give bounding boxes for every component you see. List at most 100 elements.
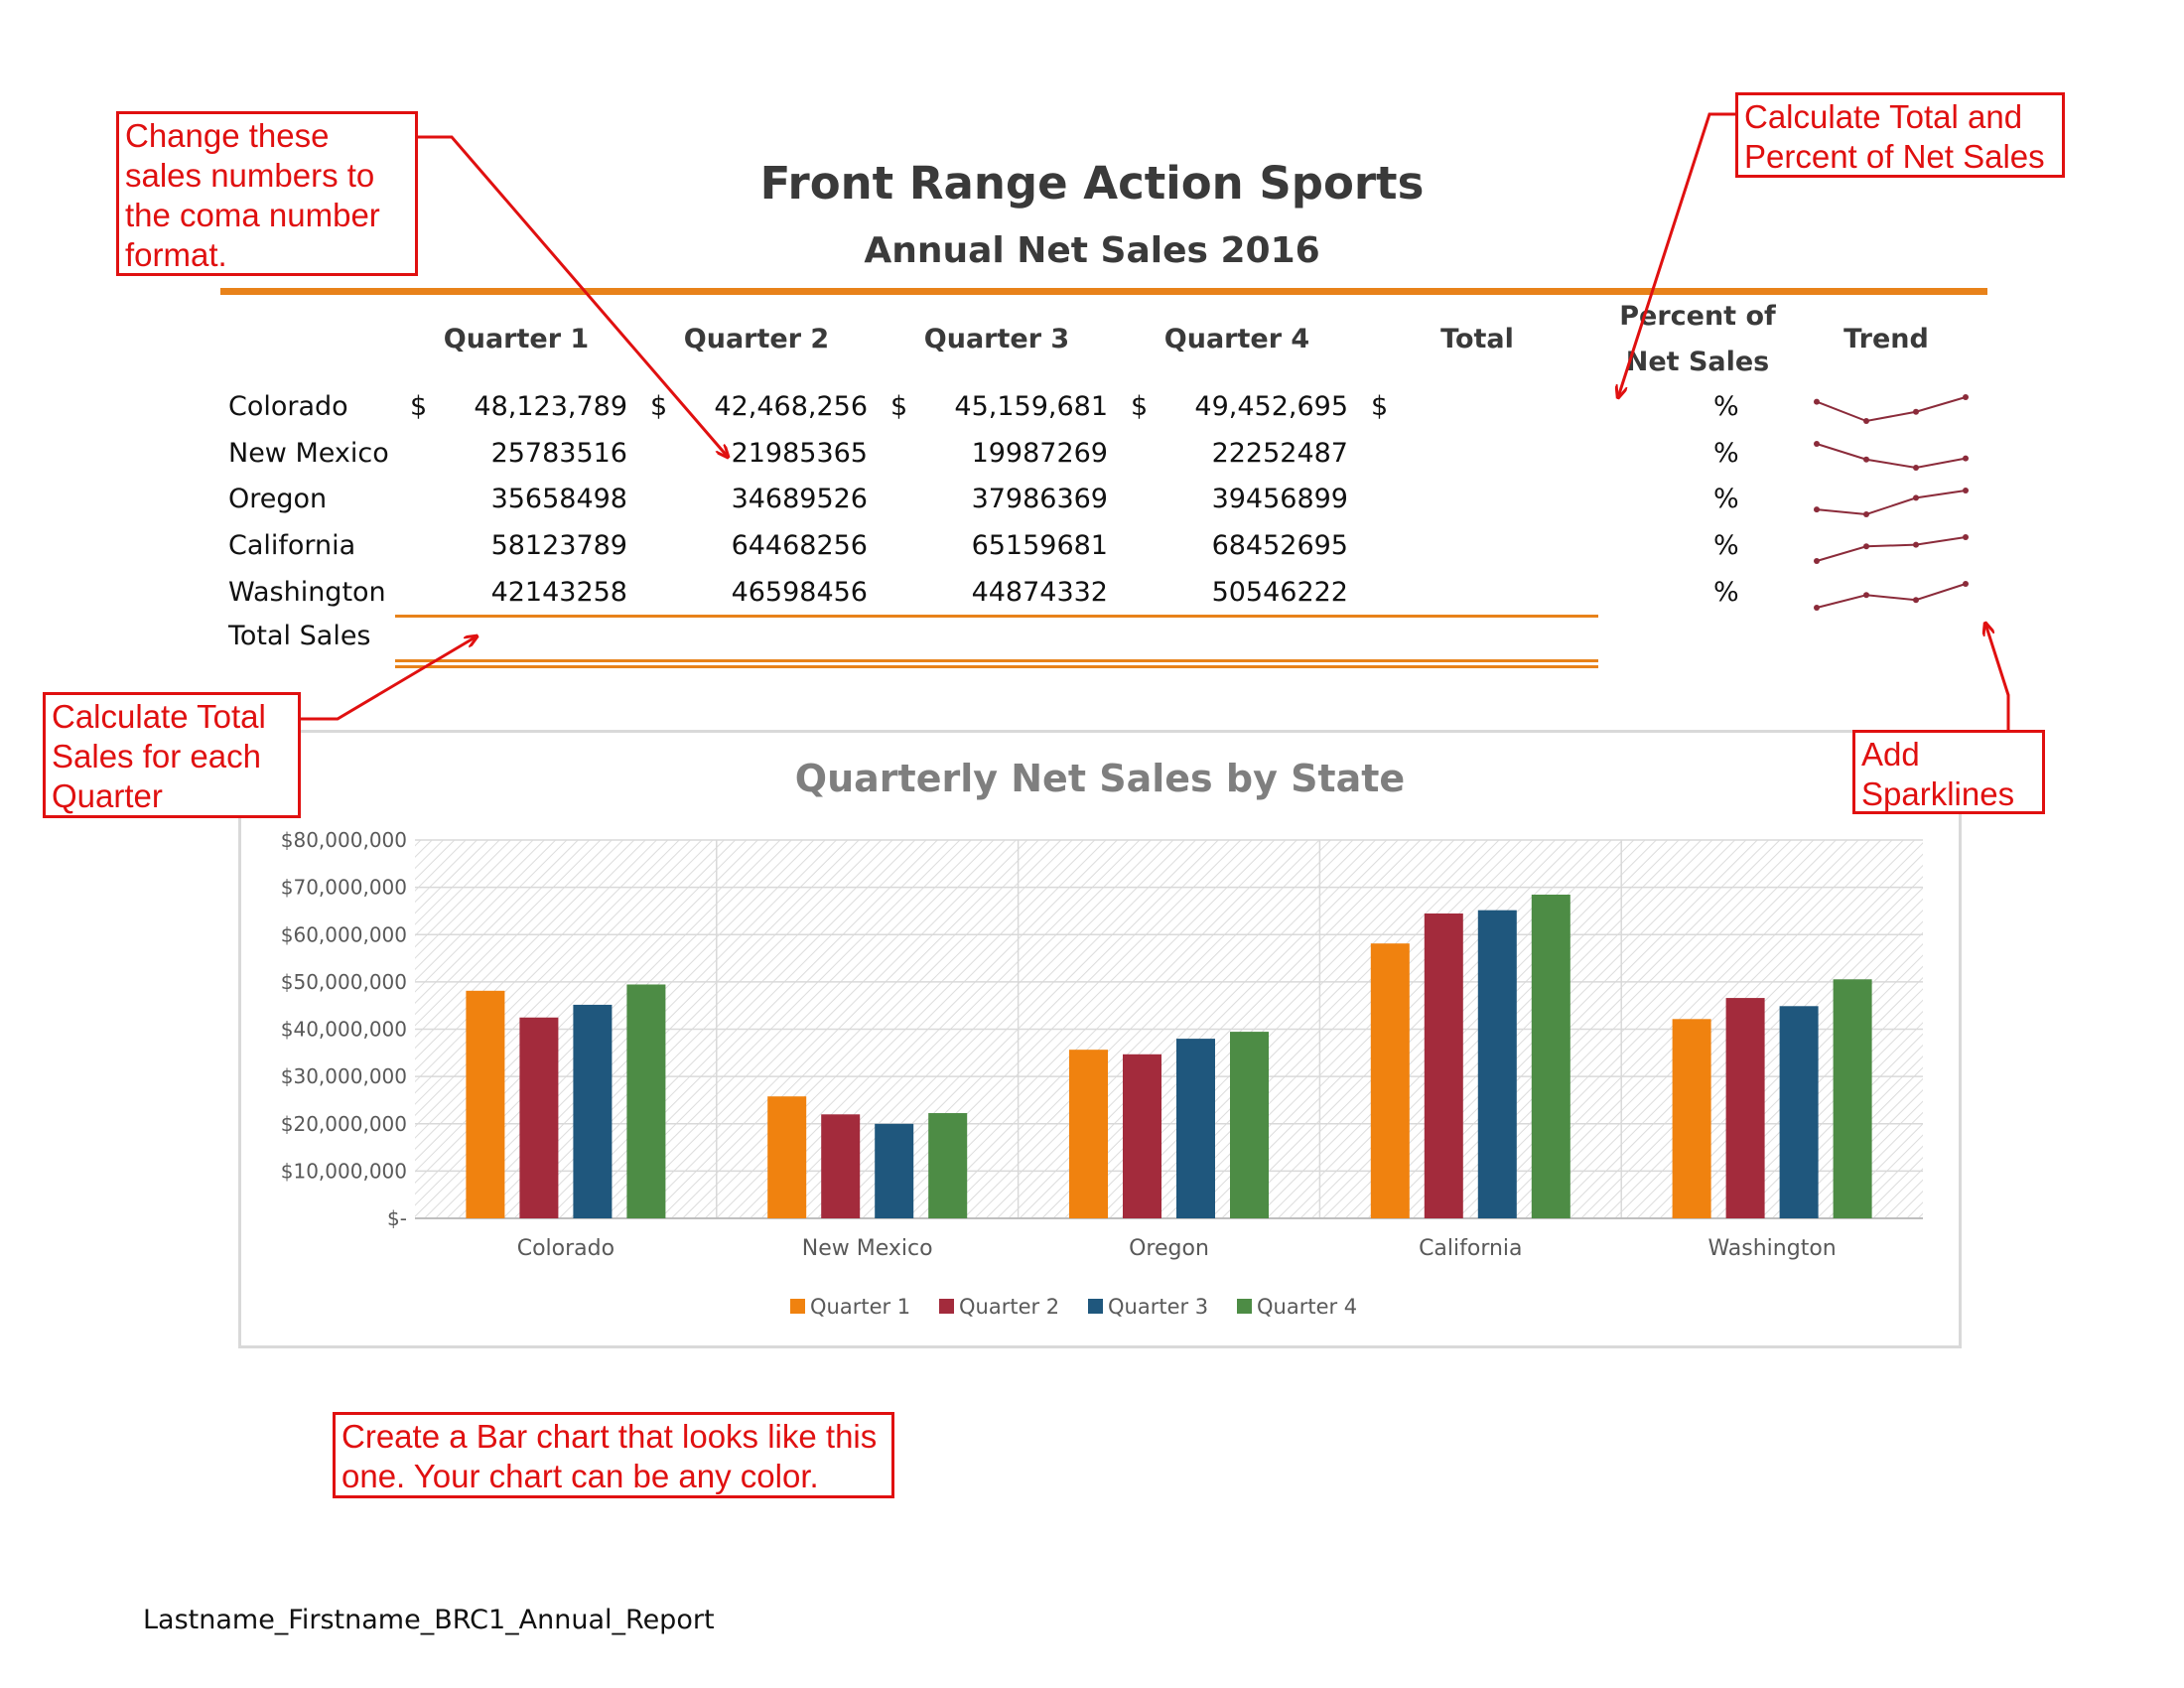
total-sales-label: Total Sales [228,621,371,651]
y-tick-label: $80,000,000 [281,828,407,852]
sales-value-q2[interactable]: 34689526 [731,484,868,514]
sales-value-q2[interactable]: 64468256 [731,530,868,561]
report-title: Front Range Action Sports [759,157,1425,210]
x-tick-label: Oregon [1129,1236,1209,1261]
header-percent-line1: Percent of [1619,301,1776,332]
bar-oregon-q4 [1230,1032,1269,1218]
callout-total-quarter: Calculate Total Sales for each Quarter [43,692,301,818]
sparklines [1814,394,1969,611]
row-state-label: California [228,530,356,561]
sales-value-q4[interactable]: 49,452,695 [1194,391,1348,422]
x-tick-label: New Mexico [802,1236,933,1261]
sales-value-q4[interactable]: 68452695 [1211,530,1348,561]
footer-filename: Lastname_Firstname_BRC1_Annual_Report [143,1605,715,1635]
sparkline-marker [1963,581,1969,587]
bar-colorado-q1 [466,990,505,1218]
sales-value-q3[interactable]: 65159681 [971,530,1108,561]
row-state-label: New Mexico [228,438,389,469]
header-quarter-1: Quarter 1 [443,324,590,354]
table-subtotal-rule [395,615,1598,618]
sales-value-q3[interactable]: 37986369 [971,484,1108,514]
percent-cell[interactable]: % [1713,484,1739,514]
sales-value-q4[interactable]: 39456899 [1211,484,1348,514]
legend-swatch [939,1299,954,1314]
sales-value-q2[interactable]: 46598456 [731,577,868,608]
legend-label: Quarter 3 [1108,1295,1208,1319]
header-percent-line2: Net Sales [1625,347,1770,377]
header-total: Total [1440,324,1514,354]
percent-cell[interactable]: % [1713,577,1739,608]
legend-label: Quarter 1 [810,1295,910,1319]
currency-symbol: $ [1131,391,1149,422]
x-tick-label: California [1419,1236,1522,1261]
x-tick-label: Washington [1707,1236,1836,1261]
sales-value-q2[interactable]: 21985365 [731,438,868,469]
bar-california-q2 [1424,913,1463,1218]
sparkline-marker [1913,465,1919,471]
bar-california-q4 [1531,894,1570,1218]
sparkline-marker [1913,494,1919,501]
currency-symbol: $ [650,391,668,422]
sales-value-q1[interactable]: 42143258 [490,577,627,608]
bar-new-mexico-q3 [875,1123,914,1218]
sales-value-q1[interactable]: 48,123,789 [474,391,627,422]
sparkline-marker [1814,441,1820,447]
sales-value-q3[interactable]: 44874332 [971,577,1108,608]
legend-label: Quarter 2 [959,1295,1059,1319]
sparkline-4 [1816,536,1967,562]
percent-cell[interactable]: % [1713,530,1739,561]
header-quarter-2: Quarter 2 [683,324,830,354]
y-tick-label: $10,000,000 [281,1159,407,1183]
sparkline-marker [1863,511,1869,517]
percent-cell[interactable]: % [1713,391,1739,422]
sparkline-marker [1913,541,1919,548]
sparkline-marker [1863,418,1869,424]
sparkline-3 [1816,490,1967,516]
chart-title: Quarterly Net Sales by State [795,757,1405,800]
sales-value-q1[interactable]: 35658498 [490,484,627,514]
bar-oregon-q1 [1069,1050,1108,1218]
row-state-label: Washington [228,577,386,608]
bar-new-mexico-q2 [821,1114,861,1218]
sales-value-q2[interactable]: 42,468,256 [714,391,868,422]
row-state-label: Colorado [228,391,348,422]
header-trend: Trend [1843,324,1929,354]
callout-bar-chart: Create a Bar chart that looks like this … [333,1412,894,1498]
sales-value-q1[interactable]: 58123789 [490,530,627,561]
bar-oregon-q3 [1176,1039,1215,1218]
sparkline-marker [1814,558,1820,564]
header-quarter-3: Quarter 3 [923,324,1070,354]
sparkline-marker [1913,408,1919,415]
legend-label: Quarter 4 [1257,1295,1357,1319]
y-tick-label: $60,000,000 [281,922,407,946]
legend-swatch [790,1299,805,1314]
arrow-sparklines [1985,624,2010,730]
sales-value-q4[interactable]: 50546222 [1211,577,1348,608]
row-state-label: Oregon [228,484,328,514]
sparkline-marker [1913,597,1919,604]
y-tick-label: $- [387,1206,407,1230]
bar-oregon-q2 [1123,1054,1161,1218]
sales-value-q1[interactable]: 25783516 [490,438,627,469]
y-tick-label: $70,000,000 [281,876,407,900]
legend-swatch [1088,1299,1103,1314]
sparkline-5 [1816,583,1967,609]
sparkline-1 [1816,396,1967,423]
sparkline-marker [1963,455,1969,462]
y-tick-label: $40,000,000 [281,1018,407,1042]
y-tick-label: $30,000,000 [281,1064,407,1088]
bar-new-mexico-q1 [767,1096,807,1218]
sparkline-marker [1863,592,1869,599]
table-total-rule-1 [395,659,1598,662]
percent-cell[interactable]: % [1713,438,1739,469]
sales-value-q3[interactable]: 19987269 [971,438,1108,469]
callout-sparklines: Add Sparklines [1852,730,2045,814]
sales-value-q3[interactable]: 45,159,681 [954,391,1108,422]
sparkline-marker [1963,394,1969,400]
sparkline-marker [1963,488,1969,493]
title-rule [220,288,1987,295]
report-subtitle: Annual Net Sales 2016 [864,230,1320,271]
sparkline-marker [1814,605,1820,611]
bar-california-q1 [1370,943,1410,1218]
sales-value-q4[interactable]: 22252487 [1211,438,1348,469]
